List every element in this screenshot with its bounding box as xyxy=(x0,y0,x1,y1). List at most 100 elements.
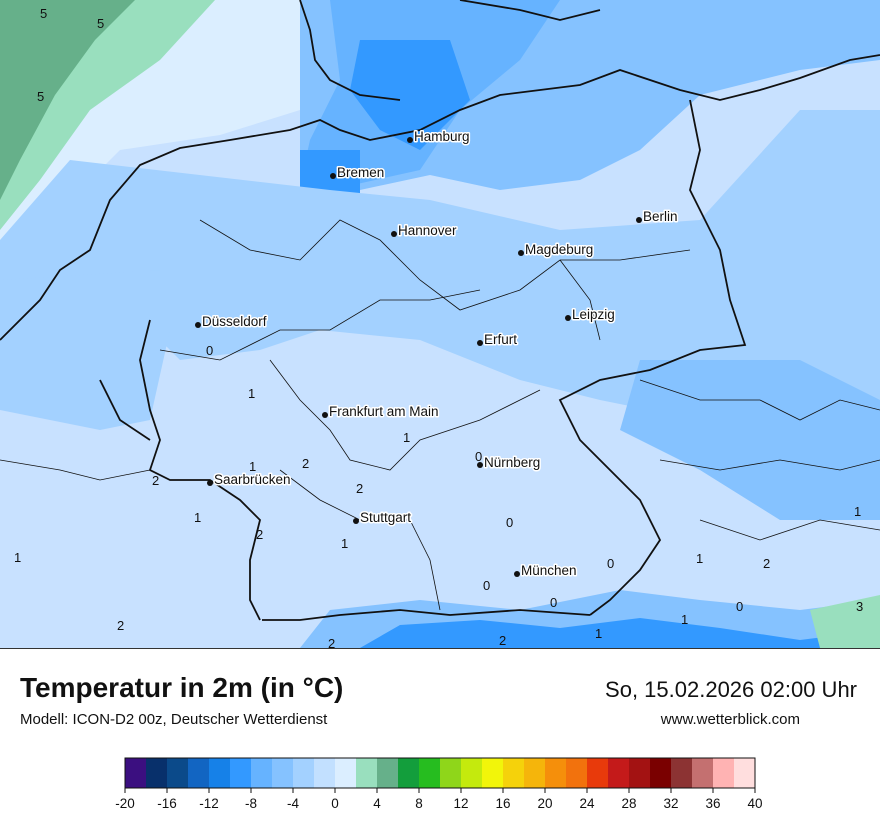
isotherm-label: 1 xyxy=(854,504,861,519)
isotherm-label: 0 xyxy=(483,578,490,593)
legend-swatch xyxy=(629,758,651,788)
isotherm-label: 5 xyxy=(97,16,104,31)
city-magdeburg[interactable]: Magdeburg xyxy=(518,241,595,259)
isotherm-label: 2 xyxy=(152,473,159,488)
city-berlin[interactable]: Berlin xyxy=(636,208,679,226)
legend-tick-label: 24 xyxy=(579,796,595,811)
legend-swatch xyxy=(545,758,567,788)
model-subtitle: Modell: ICON-D2 00z, Deutscher Wetterdie… xyxy=(20,711,328,728)
legend-swatch xyxy=(398,758,420,788)
city-nuernberg[interactable]: Nürnberg xyxy=(477,454,542,472)
isotherm-label: 1 xyxy=(403,430,410,445)
forecast-datetime: So, 15.02.2026 02:00 Uhr xyxy=(605,677,857,702)
city-stuttgart[interactable]: Stuttgart xyxy=(353,509,413,527)
legend-tick-label: 16 xyxy=(495,796,510,811)
alps-very-cold xyxy=(360,618,880,648)
coastlines xyxy=(0,0,880,341)
cool-zone-central xyxy=(0,110,880,440)
legend-tick-label: -8 xyxy=(245,796,257,811)
legend-swatch xyxy=(209,758,231,788)
legend-swatch xyxy=(377,758,399,788)
legend-tick-label: 32 xyxy=(663,796,678,811)
isotherm-label: 0 xyxy=(475,449,482,464)
map-title: Temperatur in 2m (in °C) xyxy=(20,672,344,703)
warm-sea-zone-inner xyxy=(0,0,135,200)
website-link[interactable]: www.wetterblick.com xyxy=(660,711,800,728)
svg-text:Stuttgart: Stuttgart xyxy=(360,510,411,525)
city-hannover[interactable]: Hannover xyxy=(391,222,459,240)
isotherm-label: 0 xyxy=(206,343,213,358)
svg-text:Saarbrücken: Saarbrücken xyxy=(214,472,291,487)
legend-tick-label: -20 xyxy=(115,796,135,811)
isotherm-label: 1 xyxy=(249,459,256,474)
cool-zone-west xyxy=(0,270,170,430)
cool-zone-czech xyxy=(620,360,880,520)
legend-swatch xyxy=(566,758,588,788)
legend-tick-label: -16 xyxy=(157,796,177,811)
legend-tick-label: -12 xyxy=(199,796,219,811)
isotherm-label: 2 xyxy=(763,556,770,571)
svg-text:Hamburg: Hamburg xyxy=(414,129,470,144)
city-frankfurt[interactable]: Frankfurt am Main xyxy=(322,403,440,421)
legend-swatch xyxy=(524,758,546,788)
svg-text:Hannover: Hannover xyxy=(398,223,457,238)
svg-text:Magdeburg: Magdeburg xyxy=(525,242,593,257)
legend-swatch xyxy=(167,758,189,788)
isotherm-label: 1 xyxy=(248,386,255,401)
svg-text:München: München xyxy=(521,563,577,578)
legend-border xyxy=(124,757,756,789)
legend-swatches xyxy=(124,757,756,789)
isotherm-label: 0 xyxy=(736,599,743,614)
legend-swatch xyxy=(293,758,315,788)
legend-tick-label: 4 xyxy=(373,796,381,811)
cold-core-hamburg xyxy=(350,40,470,150)
svg-text:Erfurt: Erfurt xyxy=(484,332,517,347)
isotherm-label: 1 xyxy=(14,550,21,565)
city-markers: Hamburg Bremen Hannover Berlin Magdeburg… xyxy=(195,128,679,580)
legend-swatch xyxy=(419,758,441,788)
city-leipzig[interactable]: Leipzig xyxy=(565,306,616,324)
isotherm-label: 1 xyxy=(696,551,703,566)
city-muenchen[interactable]: München xyxy=(514,562,578,580)
isotherm-label: 1 xyxy=(194,510,201,525)
legend-swatch xyxy=(188,758,210,788)
isotherm-label: 5 xyxy=(40,6,47,21)
isotherm-label: 2 xyxy=(328,636,335,649)
city-saarbruecken[interactable]: Saarbrücken xyxy=(207,471,292,489)
legend-swatch xyxy=(335,758,357,788)
legend-tick-label: 28 xyxy=(621,796,636,811)
cold-core-bremen xyxy=(300,150,360,195)
city-erfurt[interactable]: Erfurt xyxy=(477,331,519,349)
legend-swatch xyxy=(734,758,756,788)
svg-text:Nürnberg: Nürnberg xyxy=(484,455,540,470)
isotherm-label: 1 xyxy=(341,536,348,551)
isotherm-label: 1 xyxy=(595,626,602,641)
svg-text:Bremen: Bremen xyxy=(337,165,384,180)
state-borders xyxy=(0,219,880,611)
city-duesseldorf[interactable]: Düsseldorf xyxy=(195,313,268,331)
legend-swatch xyxy=(650,758,672,788)
isotherm-labels: 5 5 5 0 1 1 1 2 2 2 1 1 2 0 0 0 0 0 1 2 … xyxy=(14,6,863,649)
isotherm-label: 3 xyxy=(856,599,863,614)
national-borders xyxy=(99,99,747,621)
legend-tick-label: 20 xyxy=(537,796,552,811)
legend-swatch xyxy=(461,758,483,788)
city-bremen[interactable]: Bremen xyxy=(330,164,386,182)
legend-swatch xyxy=(482,758,504,788)
legend-tick-label: 0 xyxy=(331,796,339,811)
isotherm-label: 2 xyxy=(302,456,309,471)
svg-text:Düsseldorf: Düsseldorf xyxy=(202,314,267,329)
legend-swatch xyxy=(608,758,630,788)
isotherm-label: 0 xyxy=(607,556,614,571)
isotherm-label: 1 xyxy=(681,612,688,627)
legend-tick-label: 12 xyxy=(453,796,468,811)
isotherm-label: 0 xyxy=(506,515,513,530)
isotherm-label: 2 xyxy=(256,527,263,542)
legend-swatch xyxy=(230,758,252,788)
legend-swatch xyxy=(692,758,714,788)
city-hamburg[interactable]: Hamburg xyxy=(407,128,471,146)
temperature-map: Hamburg Bremen Hannover Berlin Magdeburg… xyxy=(0,0,880,649)
isotherm-label: 5 xyxy=(37,89,44,104)
legend-tick-label: -4 xyxy=(287,796,299,811)
alps-warm-east xyxy=(810,595,880,648)
